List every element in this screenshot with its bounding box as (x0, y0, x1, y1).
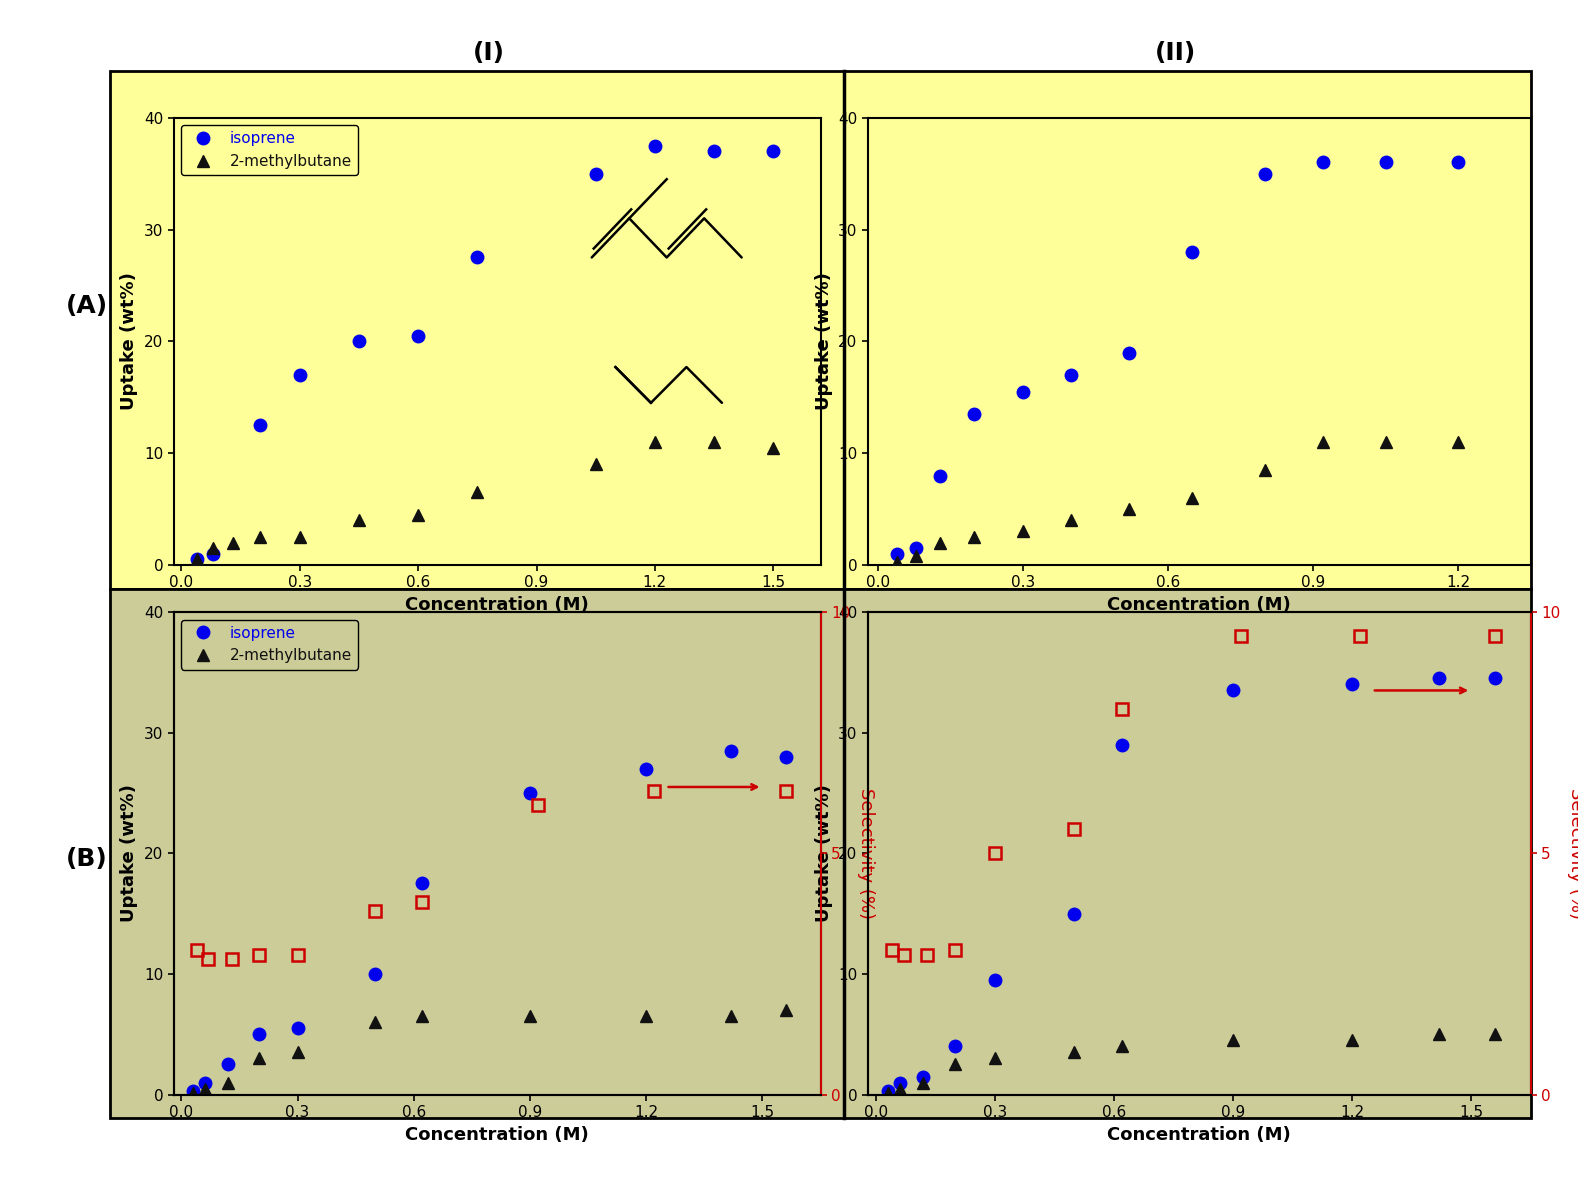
Text: (I): (I) (473, 41, 505, 65)
Y-axis label: Uptake (wt%): Uptake (wt%) (814, 784, 833, 923)
Text: (A): (A) (66, 294, 107, 318)
X-axis label: Concentration (M): Concentration (M) (406, 1125, 589, 1144)
Legend: isoprene, 2-methylbutane: isoprene, 2-methylbutane (181, 125, 358, 175)
X-axis label: Concentration (M): Concentration (M) (1108, 596, 1291, 614)
X-axis label: Concentration (M): Concentration (M) (406, 596, 589, 614)
Y-axis label: Selectivity (%): Selectivity (%) (857, 787, 876, 919)
Y-axis label: Uptake (wt%): Uptake (wt%) (120, 272, 139, 411)
X-axis label: Concentration (M): Concentration (M) (1108, 1125, 1291, 1144)
Text: (B): (B) (66, 847, 107, 871)
Text: (II): (II) (1155, 41, 1196, 65)
Y-axis label: Uptake (wt%): Uptake (wt%) (120, 784, 139, 923)
Y-axis label: Selectivity (%): Selectivity (%) (1567, 787, 1578, 919)
Legend: isoprene, 2-methylbutane: isoprene, 2-methylbutane (181, 619, 358, 670)
Y-axis label: Uptake (wt%): Uptake (wt%) (814, 272, 833, 411)
